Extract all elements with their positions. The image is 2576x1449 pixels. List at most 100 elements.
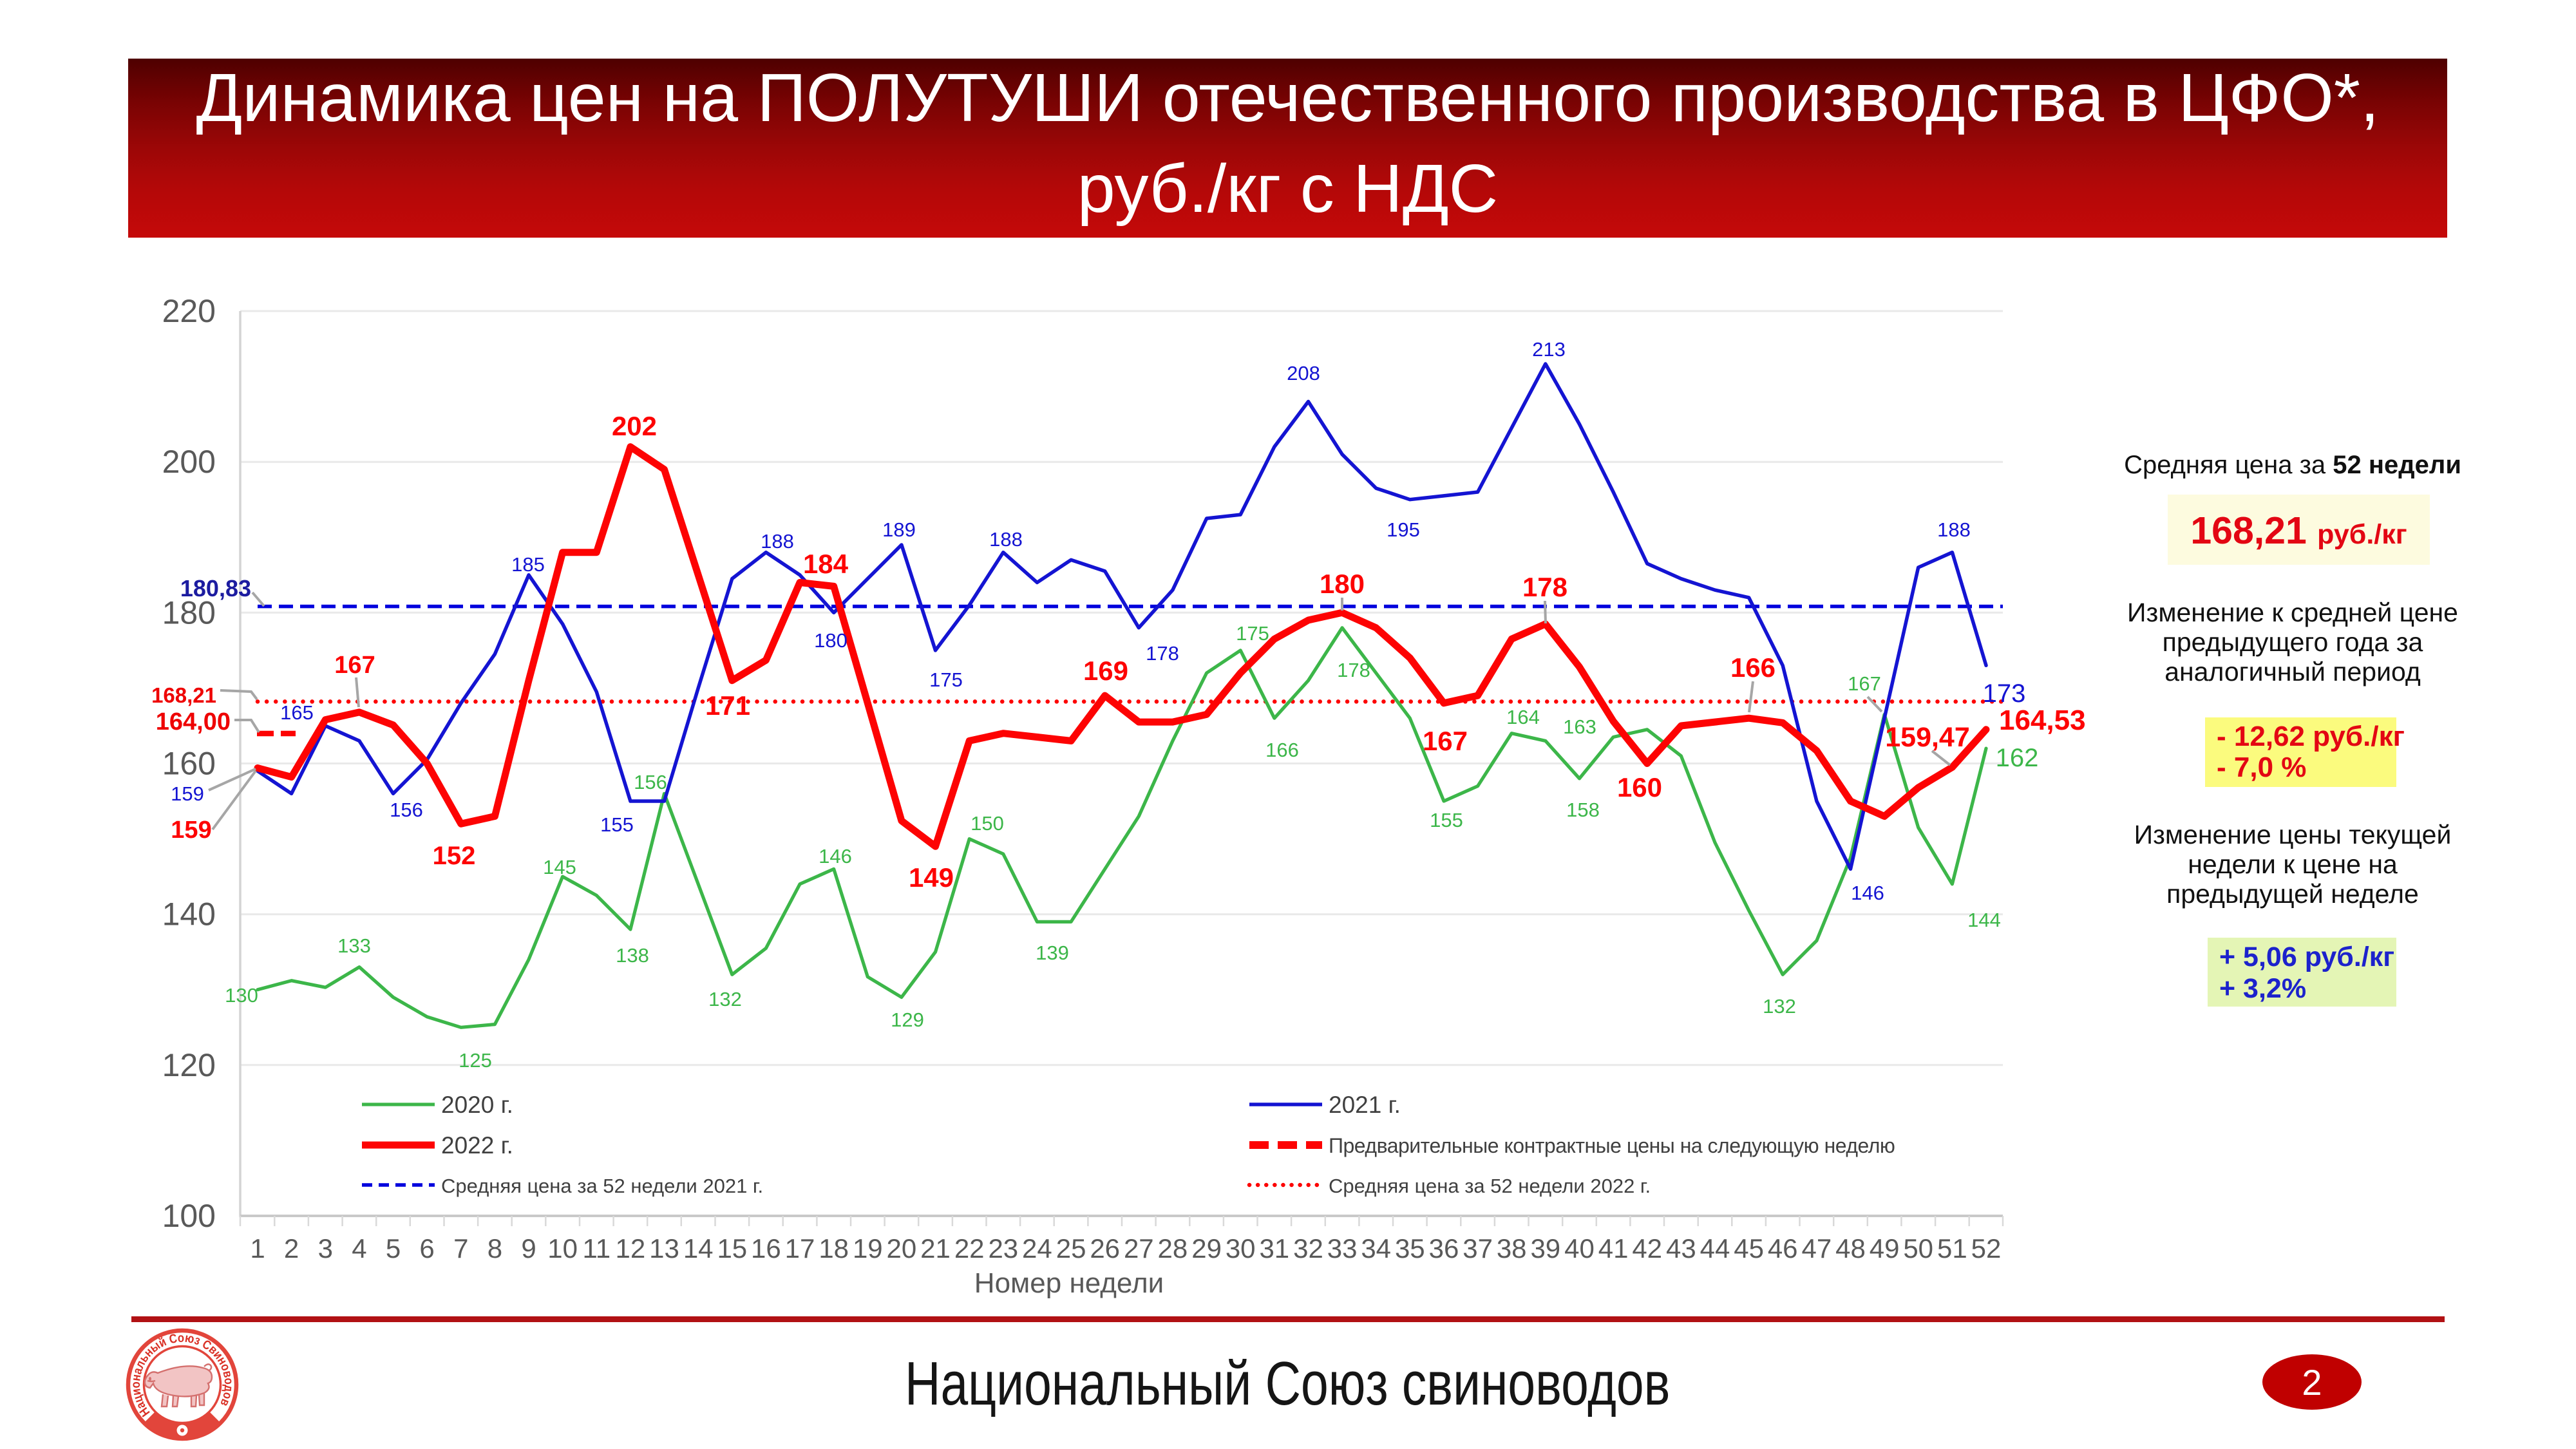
- svg-text:150: 150: [971, 812, 1004, 835]
- svg-text:171: 171: [705, 690, 750, 721]
- svg-text:189: 189: [882, 518, 916, 541]
- svg-text:164,53: 164,53: [1999, 705, 2086, 736]
- svg-text:Средняя цена за 52 недели 2022: Средняя цена за 52 недели 2022 г.: [1329, 1175, 1651, 1197]
- svg-text:159,47: 159,47: [1885, 722, 1970, 753]
- svg-text:132: 132: [708, 988, 742, 1010]
- svg-text:4: 4: [352, 1233, 366, 1264]
- svg-text:146: 146: [1851, 882, 1884, 904]
- svg-text:159: 159: [171, 817, 211, 844]
- svg-text:144: 144: [1967, 909, 2001, 931]
- svg-text:23: 23: [988, 1233, 1018, 1264]
- svg-text:145: 145: [543, 856, 576, 878]
- svg-text:188: 188: [989, 528, 1023, 551]
- svg-text:200: 200: [162, 444, 216, 480]
- svg-text:160: 160: [162, 746, 216, 782]
- svg-text:6: 6: [419, 1233, 434, 1264]
- svg-text:Предварительные контрактные це: Предварительные контрактные цены на след…: [1329, 1134, 1895, 1157]
- svg-text:185: 185: [511, 553, 545, 576]
- svg-text:165: 165: [280, 701, 314, 724]
- svg-text:180: 180: [814, 629, 848, 652]
- svg-text:30: 30: [1226, 1233, 1256, 1264]
- svg-text:184: 184: [803, 549, 849, 579]
- svg-text:164: 164: [1506, 706, 1540, 728]
- svg-text:180,83: 180,83: [180, 575, 251, 601]
- svg-text:40: 40: [1564, 1233, 1595, 1264]
- svg-text:166: 166: [1730, 652, 1776, 683]
- svg-text:35: 35: [1395, 1233, 1425, 1264]
- svg-text:173: 173: [1983, 679, 2026, 708]
- svg-text:Средняя цена за 52 недели 2021: Средняя цена за 52 недели 2021 г.: [441, 1175, 763, 1197]
- svg-text:22: 22: [954, 1233, 985, 1264]
- svg-text:149: 149: [909, 862, 954, 893]
- svg-text:125: 125: [459, 1049, 492, 1072]
- svg-text:152: 152: [433, 842, 476, 870]
- svg-text:208: 208: [1287, 362, 1320, 384]
- svg-text:3: 3: [318, 1233, 333, 1264]
- svg-text:26: 26: [1090, 1233, 1120, 1264]
- svg-text:7: 7: [453, 1233, 468, 1264]
- svg-text:155: 155: [1430, 809, 1463, 831]
- svg-text:46: 46: [1768, 1233, 1798, 1264]
- svg-text:175: 175: [1236, 622, 1269, 645]
- svg-text:100: 100: [162, 1198, 216, 1234]
- svg-text:37: 37: [1463, 1233, 1493, 1264]
- svg-text:130: 130: [225, 984, 258, 1007]
- svg-text:31: 31: [1259, 1233, 1289, 1264]
- svg-text:138: 138: [616, 944, 649, 967]
- svg-text:41: 41: [1598, 1233, 1629, 1264]
- svg-text:34: 34: [1361, 1233, 1391, 1264]
- svg-text:159: 159: [171, 782, 204, 805]
- svg-text:166: 166: [1265, 739, 1299, 761]
- svg-text:195: 195: [1387, 518, 1420, 541]
- svg-text:2022 г.: 2022 г.: [441, 1132, 513, 1159]
- svg-text:220: 220: [162, 293, 216, 329]
- svg-text:180: 180: [1320, 569, 1365, 599]
- svg-text:21: 21: [920, 1233, 951, 1264]
- svg-text:133: 133: [337, 934, 371, 957]
- svg-text:48: 48: [1835, 1233, 1866, 1264]
- svg-text:50: 50: [1903, 1233, 1933, 1264]
- svg-text:13: 13: [649, 1233, 679, 1264]
- svg-text:155: 155: [600, 813, 634, 836]
- svg-text:39: 39: [1530, 1233, 1560, 1264]
- svg-text:132: 132: [1763, 995, 1796, 1018]
- svg-text:8: 8: [488, 1233, 502, 1264]
- svg-text:167: 167: [1848, 672, 1881, 695]
- svg-text:16: 16: [751, 1233, 781, 1264]
- svg-text:180: 180: [162, 594, 216, 630]
- svg-text:158: 158: [1566, 799, 1600, 821]
- svg-text:9: 9: [521, 1233, 536, 1264]
- svg-text:5: 5: [386, 1233, 401, 1264]
- svg-text:51: 51: [1937, 1233, 1967, 1264]
- svg-text:42: 42: [1632, 1233, 1662, 1264]
- svg-text:17: 17: [785, 1233, 815, 1264]
- svg-text:188: 188: [1937, 518, 1971, 541]
- svg-text:202: 202: [612, 411, 657, 441]
- svg-text:25: 25: [1056, 1233, 1086, 1264]
- svg-text:Номер недели: Номер недели: [974, 1267, 1164, 1299]
- svg-text:167: 167: [1423, 726, 1468, 756]
- svg-text:19: 19: [853, 1233, 883, 1264]
- svg-text:2020 г.: 2020 г.: [441, 1092, 513, 1118]
- svg-text:43: 43: [1666, 1233, 1696, 1264]
- svg-text:14: 14: [683, 1233, 714, 1264]
- svg-text:47: 47: [1802, 1233, 1832, 1264]
- svg-text:28: 28: [1158, 1233, 1188, 1264]
- svg-text:188: 188: [761, 530, 794, 553]
- svg-text:162: 162: [1996, 744, 2039, 772]
- svg-text:11: 11: [582, 1233, 611, 1264]
- svg-text:45: 45: [1734, 1233, 1764, 1264]
- svg-text:156: 156: [390, 799, 423, 821]
- svg-text:52: 52: [1971, 1233, 2002, 1264]
- svg-text:20: 20: [887, 1233, 917, 1264]
- svg-text:44: 44: [1700, 1233, 1730, 1264]
- svg-text:29: 29: [1191, 1233, 1222, 1264]
- svg-text:18: 18: [819, 1233, 849, 1264]
- svg-text:164,00: 164,00: [156, 708, 231, 735]
- svg-text:12: 12: [616, 1233, 646, 1264]
- svg-text:178: 178: [1522, 572, 1567, 602]
- svg-text:36: 36: [1429, 1233, 1459, 1264]
- svg-text:178: 178: [1337, 659, 1370, 681]
- svg-text:175: 175: [929, 668, 963, 691]
- svg-text:38: 38: [1497, 1233, 1527, 1264]
